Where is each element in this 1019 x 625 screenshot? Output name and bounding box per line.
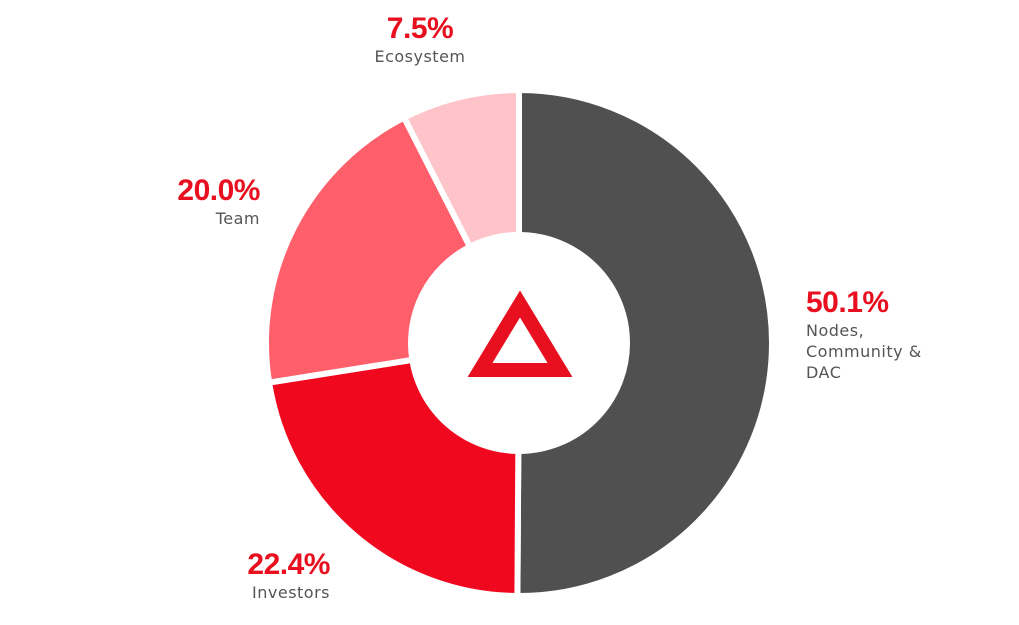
category-label: Team	[215, 209, 260, 228]
value-label: 22.4%	[247, 548, 330, 581]
slice-label: 7.5% Ecosystem	[320, 12, 520, 67]
category-label: Ecosystem	[374, 47, 466, 66]
slice-label: 22.4% Investors	[130, 548, 330, 603]
wedges	[263, 86, 775, 600]
category-label: Nodes, Community & DAC	[806, 321, 922, 382]
logo	[467, 290, 573, 377]
value-label: 50.1%	[806, 286, 889, 319]
donut-hole	[411, 235, 627, 451]
category-label: Investors	[252, 583, 330, 602]
slice-label: 20.0% Team	[60, 174, 260, 229]
value-label: 20.0%	[177, 174, 260, 207]
value-label: 7.5%	[386, 12, 454, 45]
slice-label: 50.1% Nodes, Community & DAC	[806, 286, 931, 383]
